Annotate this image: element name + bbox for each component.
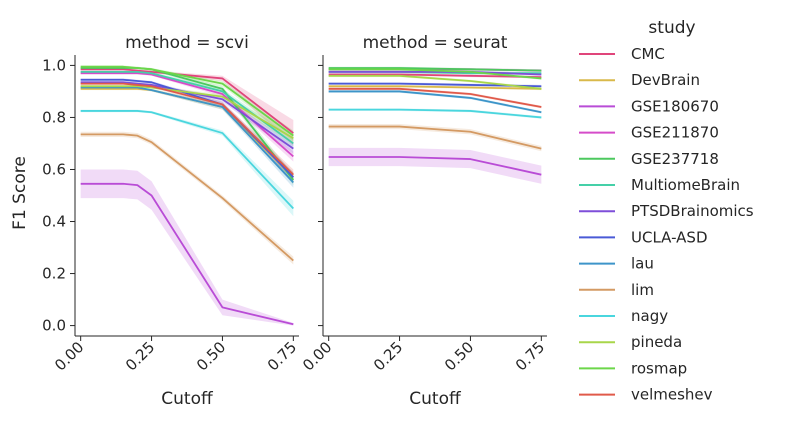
x-tick-label: 0.50 bbox=[193, 338, 229, 374]
band-rosmap bbox=[80, 65, 294, 141]
x-tick-label: 0.50 bbox=[441, 338, 477, 374]
line-lim bbox=[80, 133, 294, 262]
legend-label: CMC bbox=[631, 45, 665, 63]
line-ptsdbrainomics bbox=[80, 81, 294, 150]
legend-title: study bbox=[648, 18, 695, 38]
band-multiomebrain bbox=[80, 70, 294, 149]
panels: method = scvi 0.0 0.2 0.4 0.6 0.8 1.0 0.00 0.25 0… bbox=[42, 33, 548, 409]
x-tick-label: 0.75 bbox=[264, 338, 300, 374]
x-tick-label: 0.25 bbox=[122, 338, 158, 374]
legend-item-gse180670: GSE180670 bbox=[579, 97, 719, 115]
y-tick-label: 0.2 bbox=[42, 265, 66, 283]
line-pineda bbox=[328, 74, 542, 90]
line-cmc bbox=[80, 68, 294, 134]
line-gse211870 bbox=[80, 72, 294, 158]
legend-item-multiomebrain: MultiomeBrain bbox=[579, 176, 740, 194]
line-lim bbox=[328, 125, 542, 150]
line-cmc bbox=[328, 73, 542, 79]
series-lines bbox=[80, 65, 295, 326]
band-cmc bbox=[80, 68, 294, 147]
legend-item-devbrain: DevBrain bbox=[579, 71, 700, 89]
line-nagy bbox=[80, 110, 294, 210]
legend-label: lim bbox=[631, 281, 654, 299]
line-lau bbox=[328, 90, 542, 114]
legend-item-gse211870: GSE211870 bbox=[579, 124, 719, 142]
y-tick-label: 0.6 bbox=[42, 160, 66, 178]
x-axis-label: Cutoff bbox=[409, 389, 462, 409]
legend-label: nagy bbox=[631, 307, 668, 325]
panel-seurat: method = seurat 0.00 0.25 0.50 0.75 Cutoff bbox=[299, 33, 548, 409]
legend-label: GSE237718 bbox=[631, 150, 719, 168]
line-nagy bbox=[328, 108, 542, 119]
band-gse180670 bbox=[80, 169, 294, 326]
legend-item-gse237718: GSE237718 bbox=[579, 150, 719, 168]
legend: study CMC DevBrain GSE180670 GSE211870 GSE237… bbox=[579, 18, 754, 404]
line-rosmap bbox=[328, 68, 542, 80]
y-tick-label: 0.8 bbox=[42, 108, 66, 126]
legend-item-cmc: CMC bbox=[579, 45, 665, 63]
x-tick-label: 0.75 bbox=[512, 338, 548, 374]
legend-label: MultiomeBrain bbox=[631, 176, 740, 194]
panel-scvi: method = scvi 0.0 0.2 0.4 0.6 0.8 1.0 0.00 0.25 0… bbox=[42, 33, 300, 409]
x-tick-label: 0.00 bbox=[51, 338, 87, 374]
line-multiomebrain bbox=[80, 71, 294, 145]
line-gse180670 bbox=[328, 156, 542, 176]
legend-label: velmeshev bbox=[631, 386, 713, 404]
x-axis-label: Cutoff bbox=[161, 389, 214, 409]
y-tick-label: 0.4 bbox=[42, 213, 66, 231]
legend-label: PTSDBrainomics bbox=[631, 202, 754, 220]
legend-item-rosmap: rosmap bbox=[579, 359, 687, 377]
legend-item-ucla-asd: UCLA-ASD bbox=[579, 228, 708, 246]
legend-item-lau: lau bbox=[579, 255, 654, 273]
band-gse180670 bbox=[328, 147, 542, 184]
x-tick-label: 0.00 bbox=[299, 338, 335, 374]
legend-item-lim: lim bbox=[579, 281, 654, 299]
line-gse237718 bbox=[328, 67, 542, 72]
line-velmeshev bbox=[328, 87, 542, 108]
panel-title: method = scvi bbox=[125, 33, 249, 53]
legend-item-pineda: pineda bbox=[579, 333, 682, 351]
series-lines bbox=[328, 67, 542, 176]
line-rosmap bbox=[80, 65, 294, 137]
line-velmeshev bbox=[80, 82, 294, 176]
band-ptsdbrainomics bbox=[80, 81, 294, 154]
legend-item-ptsdbrainomics: PTSDBrainomics bbox=[579, 202, 754, 220]
legend-label: UCLA-ASD bbox=[631, 228, 708, 246]
band-ucla-asd bbox=[80, 78, 294, 183]
x-tick-label: 0.25 bbox=[370, 338, 406, 374]
band-velmeshev bbox=[80, 82, 294, 180]
line-pineda bbox=[80, 85, 294, 140]
line-ucla-asd bbox=[328, 82, 542, 88]
confidence-bands bbox=[80, 65, 294, 326]
line-gse180670 bbox=[80, 182, 294, 326]
legend-label: rosmap bbox=[631, 359, 687, 377]
y-tick-label: 0.0 bbox=[42, 317, 66, 335]
band-gse211870 bbox=[80, 71, 294, 162]
legend-item-nagy: nagy bbox=[579, 307, 668, 325]
legend-label: GSE180670 bbox=[631, 97, 719, 115]
legend-label: lau bbox=[631, 255, 654, 273]
panel-title: method = seurat bbox=[363, 33, 508, 53]
band-lim bbox=[328, 123, 542, 152]
legend-item-velmeshev: velmeshev bbox=[579, 386, 713, 404]
y-axis-label: F1 Score bbox=[10, 156, 30, 230]
line-lau bbox=[80, 86, 294, 184]
legend-label: pineda bbox=[631, 333, 682, 351]
legend-label: GSE211870 bbox=[631, 124, 719, 142]
y-tick-label: 1.0 bbox=[42, 56, 66, 74]
line-devbrain bbox=[328, 85, 542, 90]
legend-label: DevBrain bbox=[631, 71, 700, 89]
